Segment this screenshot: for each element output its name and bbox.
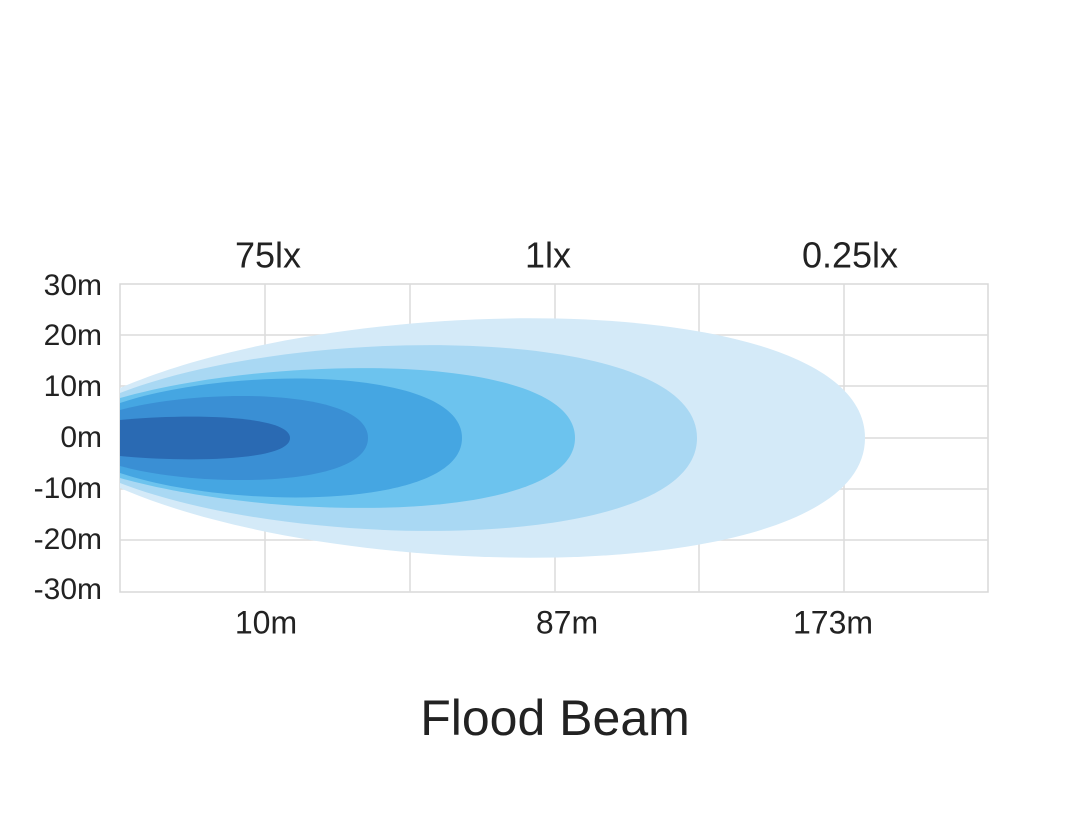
top-label: 1lx — [525, 235, 571, 276]
top-labels: 75lx 1lx 0.25lx — [235, 235, 898, 276]
y-label: -20m — [34, 523, 102, 556]
beam-zone — [120, 416, 290, 460]
y-label: 10m — [44, 370, 102, 403]
y-label: 0m — [60, 421, 102, 454]
top-label: 0.25lx — [802, 235, 898, 276]
y-label: -30m — [34, 573, 102, 606]
bottom-label: 10m — [235, 604, 297, 640]
y-label: 30m — [44, 269, 102, 302]
bottom-label: 87m — [536, 604, 598, 640]
y-label: -10m — [34, 472, 102, 505]
top-label: 75lx — [235, 235, 301, 276]
beam — [120, 318, 865, 558]
bottom-label: 173m — [793, 604, 873, 640]
y-labels: 30m 20m 10m 0m -10m -20m -30m — [34, 269, 102, 606]
title: Flood Beam — [420, 690, 690, 746]
y-label: 20m — [44, 319, 102, 352]
bottom-labels: 10m 87m 173m — [235, 604, 873, 640]
